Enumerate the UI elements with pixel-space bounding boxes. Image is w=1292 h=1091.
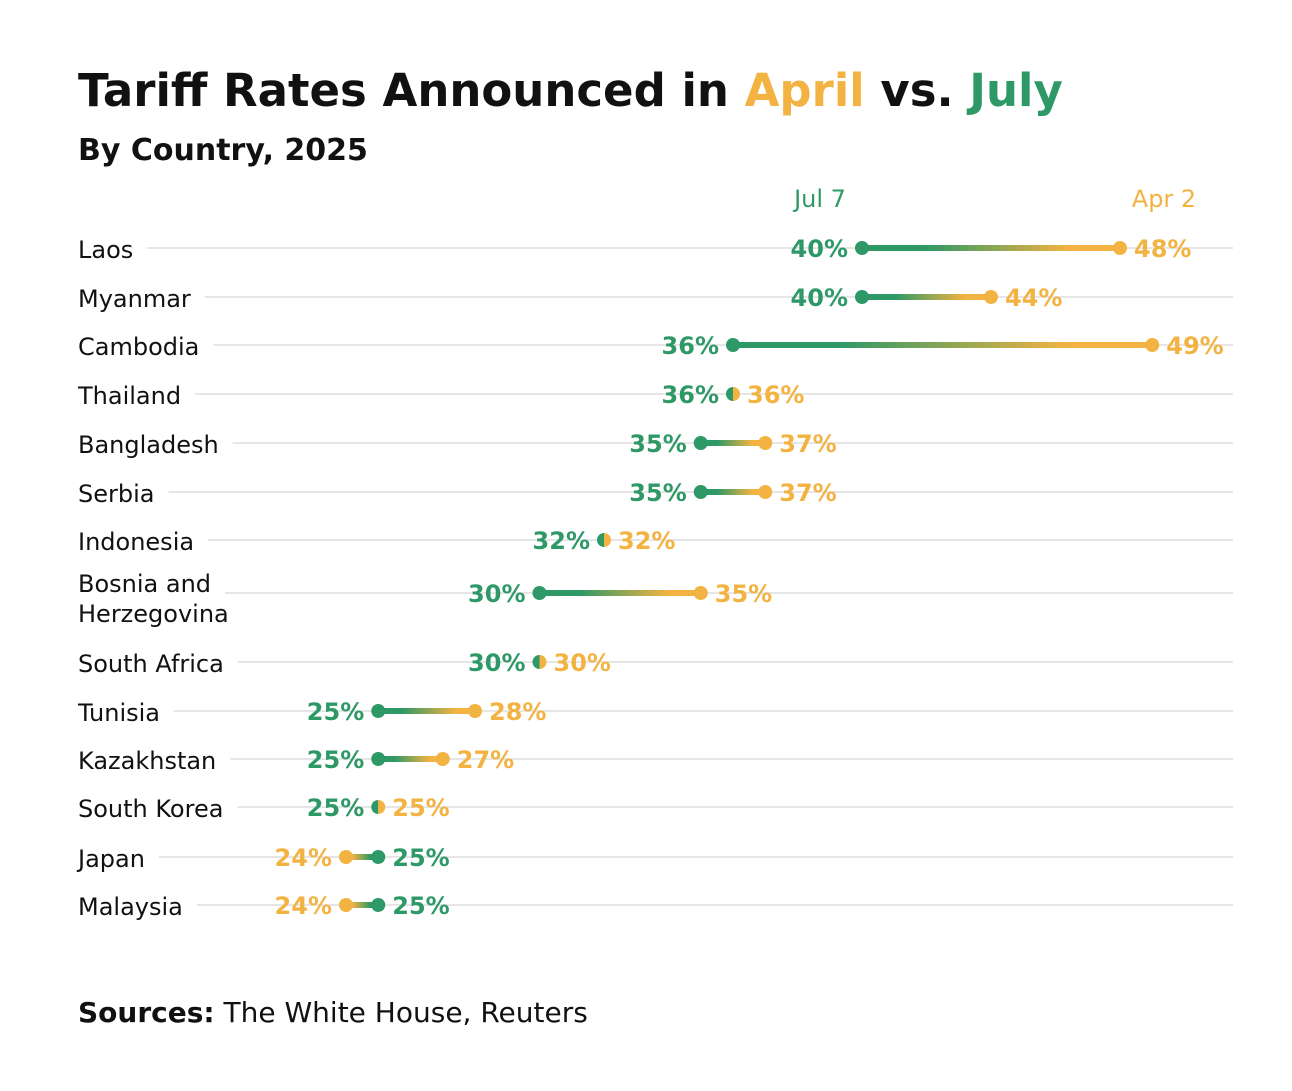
apr-value-label: 30%	[554, 649, 611, 677]
apr-value-label: 32%	[618, 527, 675, 555]
jul-value-label: 25%	[392, 892, 449, 920]
apr-dot	[1113, 241, 1127, 255]
chart-subtitle: By Country, 2025	[78, 133, 368, 168]
jul-value-label: 35%	[629, 479, 686, 507]
apr-dot	[339, 898, 353, 912]
jul-dot	[855, 241, 869, 255]
jul-value-label: 30%	[468, 649, 525, 677]
apr-value-label: 36%	[747, 381, 804, 409]
apr-value-label: 25%	[392, 794, 449, 822]
apr-dot	[693, 586, 708, 600]
apr-dot	[539, 655, 547, 670]
apr-dot	[984, 290, 998, 304]
apr-dot	[1145, 338, 1160, 352]
jul-value-label: 25%	[392, 844, 449, 872]
apr-value-label: 37%	[779, 430, 836, 458]
jul-dot	[371, 752, 386, 766]
jul-dot	[693, 436, 708, 450]
category-label: Malaysia	[78, 893, 183, 921]
apr-dot	[758, 485, 773, 499]
jul-dot	[371, 850, 386, 864]
apr-value-label: 24%	[275, 892, 332, 920]
category-label: Thailand	[77, 382, 181, 410]
category-label: Cambodia	[78, 333, 199, 361]
category-label: Kazakhstan	[78, 747, 216, 775]
jul-dot	[855, 290, 869, 304]
apr-value-label: 48%	[1134, 235, 1191, 263]
jul-value-label: 36%	[662, 332, 719, 360]
sources-footer: Sources: The White House, Reuters	[78, 996, 588, 1029]
jul-dot	[532, 655, 540, 670]
category-label: Laos	[78, 236, 133, 264]
jul-dot	[532, 586, 547, 600]
jul-value-label: 40%	[791, 284, 848, 312]
jul-value-label: 40%	[791, 235, 848, 263]
apr-value-label: 44%	[1005, 284, 1062, 312]
chart-title: Tariff Rates Announced in April vs. July	[78, 64, 1063, 117]
jul-value-label: 25%	[307, 746, 364, 774]
category-label: Bosnia and Herzegovina	[78, 570, 229, 628]
jul-value-label: 35%	[629, 430, 686, 458]
legend-jul: Jul 7	[792, 185, 846, 213]
jul-value-label: 30%	[468, 580, 525, 608]
jul-dot	[371, 898, 386, 912]
apr-value-label: 24%	[275, 844, 332, 872]
category-label: Myanmar	[78, 285, 191, 313]
category-label: Indonesia	[78, 528, 194, 556]
jul-value-label: 25%	[307, 698, 364, 726]
jul-dot	[726, 387, 733, 401]
apr-value-label: 28%	[489, 698, 546, 726]
jul-dot	[371, 704, 386, 718]
apr-dot	[339, 850, 353, 864]
category-label: Serbia	[78, 480, 154, 508]
category-label: Bangladesh	[78, 431, 219, 459]
apr-dot	[733, 387, 740, 401]
apr-value-label: 35%	[715, 580, 772, 608]
category-label: Tunisia	[77, 699, 160, 727]
apr-value-label: 49%	[1166, 332, 1223, 360]
apr-value-label: 27%	[457, 746, 514, 774]
category-label: South Africa	[78, 650, 224, 678]
legend-apr: Apr 2	[1132, 185, 1196, 213]
jul-dot	[371, 800, 379, 814]
jul-dot	[726, 338, 740, 352]
jul-value-label: 25%	[307, 794, 364, 822]
jul-value-label: 36%	[662, 381, 719, 409]
apr-value-label: 37%	[779, 479, 836, 507]
category-label: Japan	[76, 845, 145, 873]
apr-dot	[758, 436, 773, 450]
apr-dot	[468, 704, 482, 718]
jul-dot	[597, 533, 604, 547]
jul-value-label: 32%	[533, 527, 590, 555]
apr-dot	[435, 752, 450, 766]
jul-dot	[693, 485, 708, 499]
apr-dot	[378, 800, 386, 814]
apr-dot	[604, 533, 611, 547]
category-label: South Korea	[78, 795, 223, 823]
